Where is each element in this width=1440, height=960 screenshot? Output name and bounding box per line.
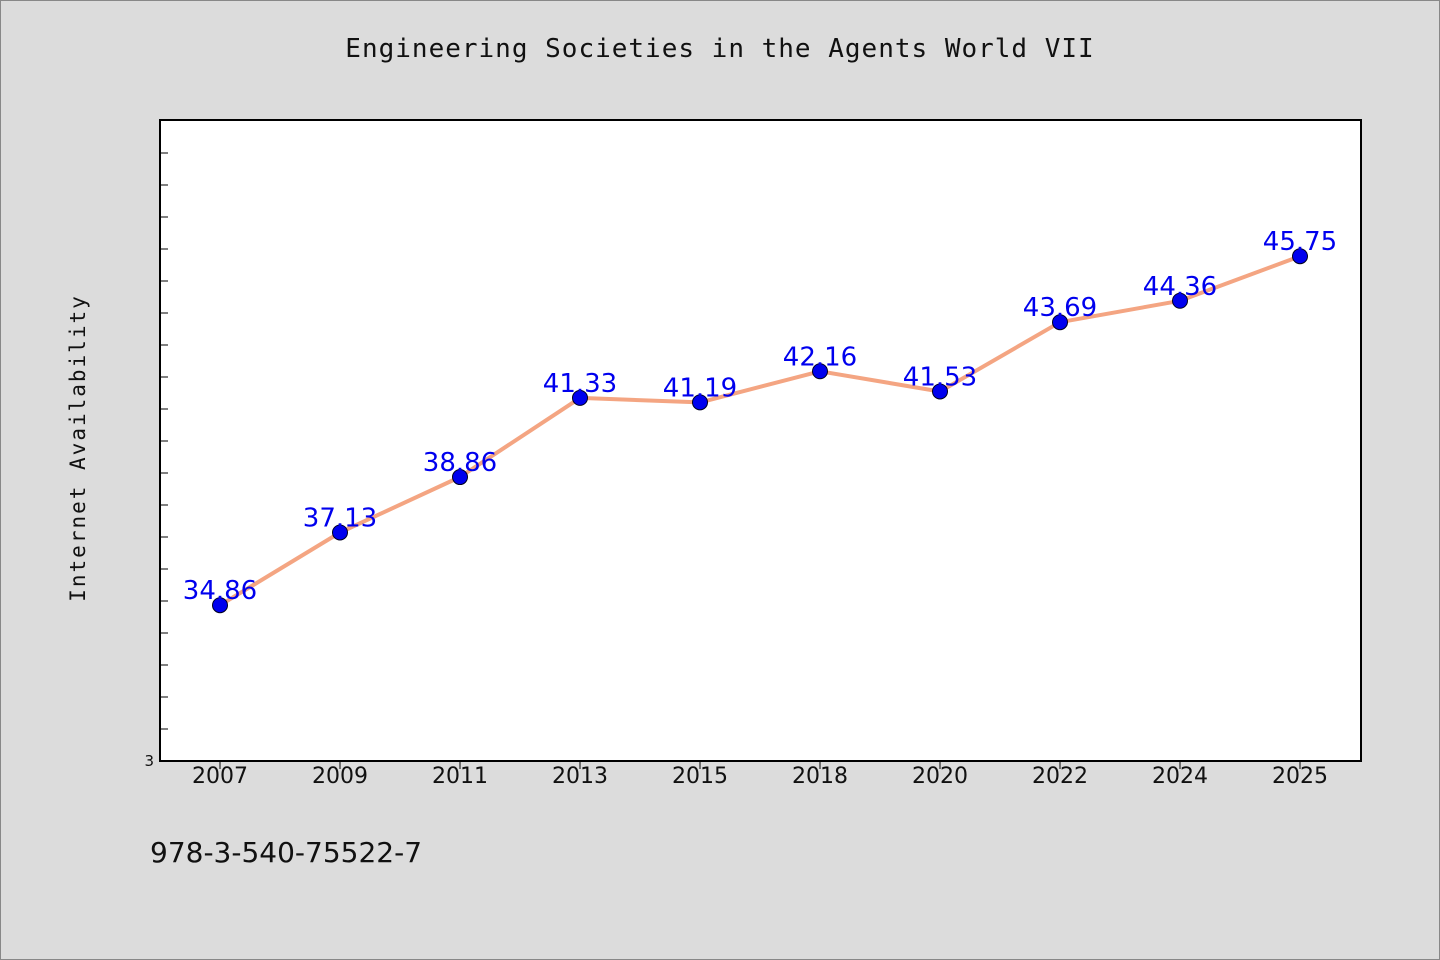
x-tick-label: 2011: [432, 764, 488, 789]
data-point: [1292, 248, 1308, 265]
data-point: [1052, 314, 1068, 331]
data-point: [812, 363, 828, 380]
data-label: 45.75: [1263, 227, 1337, 257]
y-axis-ticks: 3: [144, 152, 168, 770]
y-tick-label: 3: [144, 752, 154, 770]
x-axis-ticks: 2007 2009 2011 2013 2015 2018 2020 2022 2024 2025: [192, 761, 1328, 789]
x-tick-label: 2024: [1152, 764, 1208, 789]
data-point: [452, 469, 468, 486]
x-tick-label: 2007: [192, 764, 248, 789]
data-label: 41.19: [663, 373, 737, 403]
data-point: [932, 383, 948, 400]
data-point: [332, 524, 348, 541]
data-label: 43.69: [1023, 293, 1097, 323]
x-tick-label: 2020: [912, 764, 968, 789]
x-tick-label: 2025: [1272, 764, 1328, 789]
data-point: [692, 394, 708, 411]
data-label: 41.33: [543, 369, 617, 399]
plot-area: [159, 119, 1362, 762]
data-label: 37.13: [303, 503, 377, 533]
data-label: 41.53: [903, 362, 977, 392]
data-label: 44.36: [1143, 272, 1217, 302]
x-tick-label: 2018: [792, 764, 848, 789]
data-point: [212, 597, 228, 614]
x-tick-label: 2022: [1032, 764, 1088, 789]
data-point: [1172, 292, 1188, 309]
data-point: [572, 389, 588, 406]
data-label: 34.86: [183, 576, 257, 606]
data-label: 42.16: [783, 342, 857, 372]
x-tick-label: 2013: [552, 764, 608, 789]
x-tick-label: 2015: [672, 764, 728, 789]
data-label: 38.86: [423, 448, 497, 478]
series-layer: 34.86 37.13 38.86 41.33 41.19 42.16 41.53 43.69…: [183, 227, 1337, 614]
isbn-label: 978-3-540-75522-7: [150, 836, 423, 869]
series-line: [218, 254, 1301, 607]
chart-title: Engineering Societies in the Agents Worl…: [345, 34, 1095, 64]
x-tick-label: 2009: [312, 764, 368, 789]
